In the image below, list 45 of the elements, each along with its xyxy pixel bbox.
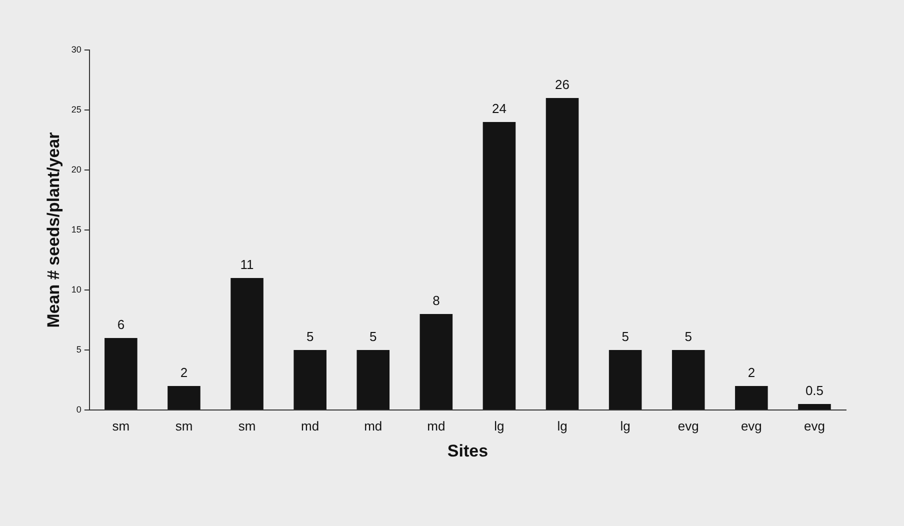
bar xyxy=(356,350,390,410)
x-tick-label: evg xyxy=(740,418,762,434)
y-tick-label: 20 xyxy=(71,164,82,174)
bar xyxy=(546,98,579,410)
x-tick-label: evg xyxy=(678,418,699,434)
data-label: 0.5 xyxy=(805,383,824,398)
x-tick-label: sm xyxy=(112,418,130,434)
y-tick-label: 15 xyxy=(71,224,82,234)
data-label: 6 xyxy=(117,317,125,332)
bar xyxy=(168,386,200,410)
y-tick-label: 10 xyxy=(71,284,82,294)
x-tick-label: md xyxy=(301,418,320,434)
x-tick-label: md xyxy=(427,418,446,434)
bar xyxy=(230,278,264,410)
data-label: 26 xyxy=(555,77,570,92)
x-tick-label: lg xyxy=(494,418,504,434)
x-axis-title: Sites xyxy=(447,441,488,460)
y-tick-label: 0 xyxy=(76,404,82,414)
data-label: 8 xyxy=(432,293,440,308)
y-tick-label: 25 xyxy=(71,104,82,114)
x-tick-label: evg xyxy=(804,418,825,434)
data-label: 11 xyxy=(240,257,254,272)
bar xyxy=(798,404,831,410)
x-tick-label: md xyxy=(364,418,382,434)
y-tick-label: 30 xyxy=(71,44,82,54)
data-label: 2 xyxy=(180,365,188,380)
x-tick-label: sm xyxy=(175,418,193,434)
bar xyxy=(735,386,768,410)
x-tick-label: sm xyxy=(238,418,256,434)
bar xyxy=(294,350,326,410)
x-tick-label: lg xyxy=(557,418,568,434)
bar xyxy=(608,350,642,410)
bar xyxy=(482,122,516,410)
bar xyxy=(104,338,138,410)
y-tick-label: 5 xyxy=(76,344,82,354)
y-axis-title: Mean # seeds/plant/year xyxy=(44,132,63,328)
data-label: 5 xyxy=(306,329,314,344)
bar xyxy=(420,314,453,410)
data-label: 24 xyxy=(492,101,506,116)
data-label: 5 xyxy=(622,329,629,344)
data-label: 5 xyxy=(684,329,692,344)
data-label: 2 xyxy=(748,365,756,380)
data-label: 5 xyxy=(370,329,377,344)
x-tick-label: lg xyxy=(620,418,630,434)
bar xyxy=(672,350,705,410)
